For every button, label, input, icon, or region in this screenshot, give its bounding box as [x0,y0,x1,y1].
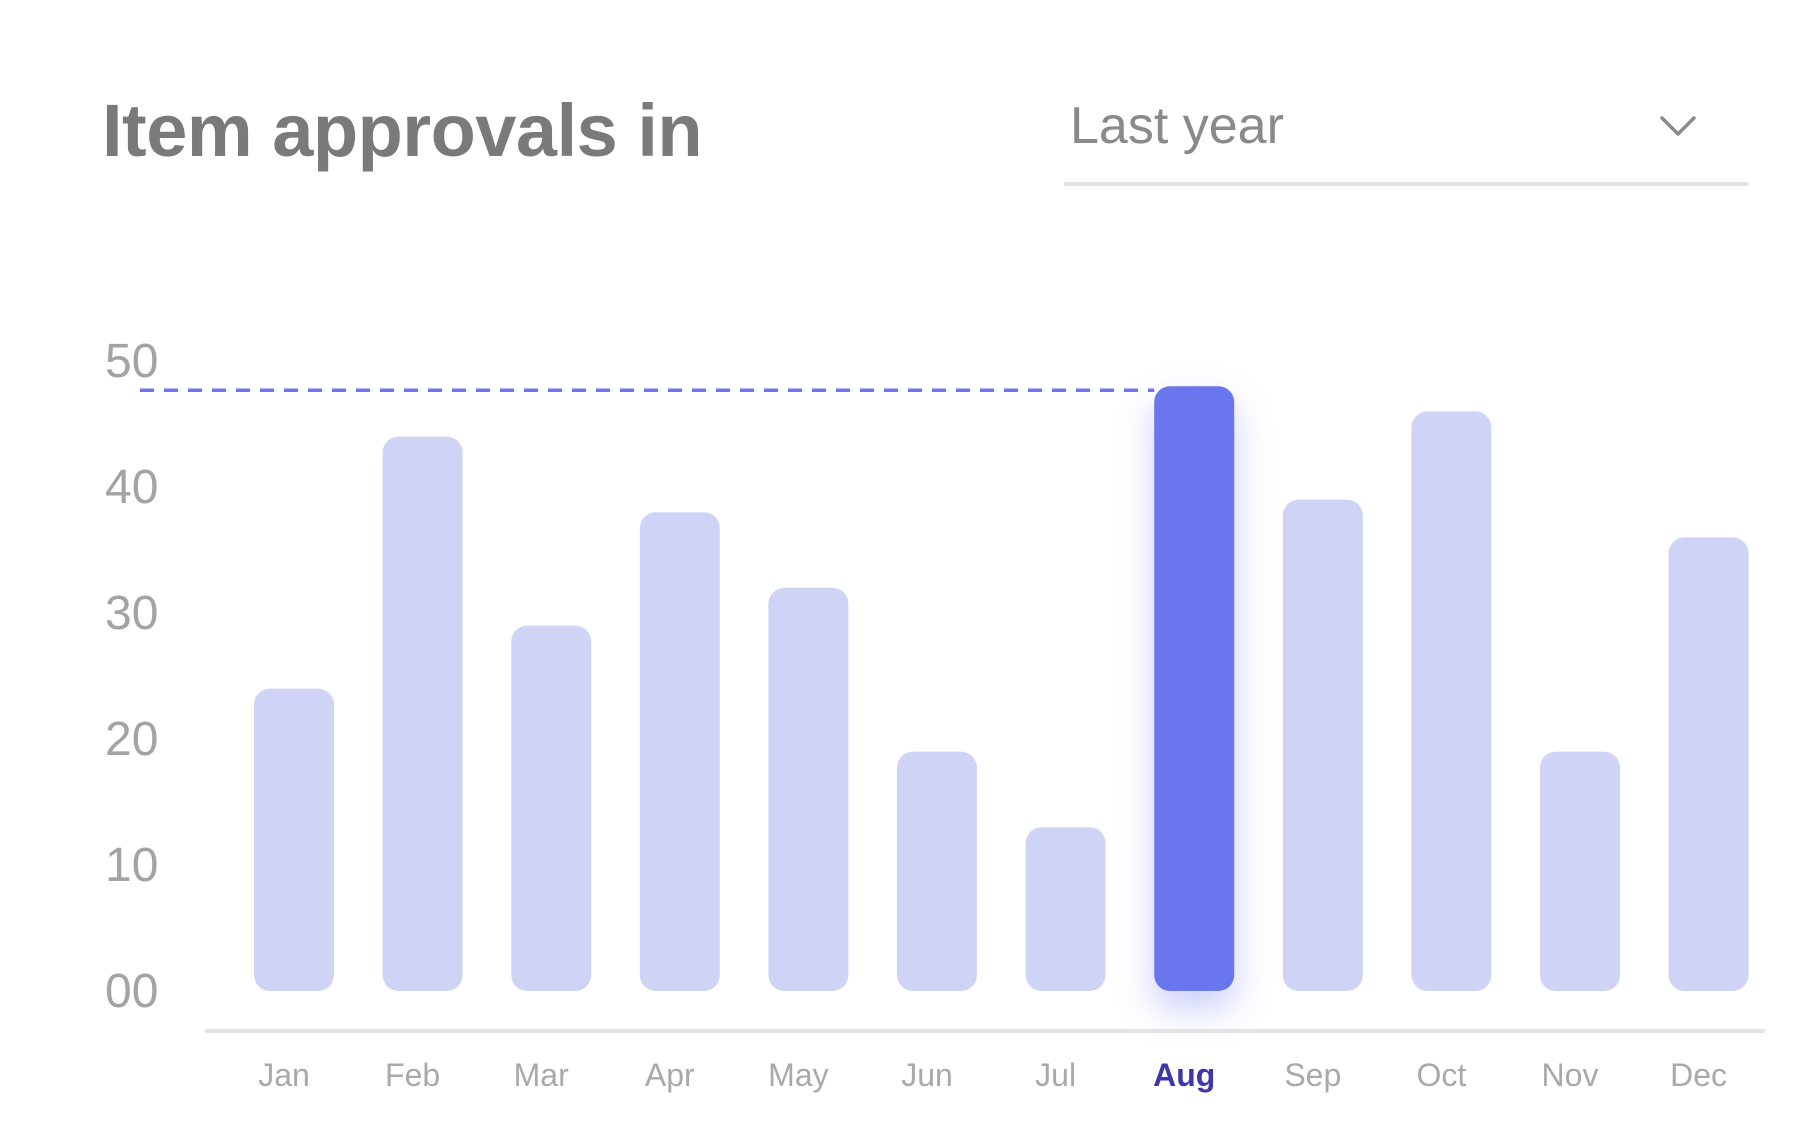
bar[interactable] [254,688,334,991]
bar[interactable] [1282,499,1363,991]
bars [140,386,1749,992]
bar[interactable] [382,436,463,992]
x-tick-label-active: Aug [1153,1057,1215,1093]
x-tick-label: Mar [514,1057,569,1093]
y-axis: 00 10 20 30 40 50 [105,335,158,1018]
x-tick-label: Apr [645,1057,695,1093]
x-tick-label: Jul [1035,1057,1076,1093]
x-tick-label: May [768,1057,828,1093]
y-tick-label: 40 [105,461,158,514]
x-tick-label: Jan [258,1057,310,1093]
bar[interactable] [768,587,849,991]
y-tick-label: 10 [105,839,158,892]
chart-title: Item approvals in [102,89,703,172]
bar[interactable] [1540,751,1620,991]
x-tick-label: Sep [1284,1057,1341,1093]
y-tick-label: 30 [105,587,158,640]
x-axis: Jan Feb Mar Apr May Jun Jul Aug Sep Oct Nov Dec [258,1057,1727,1093]
y-tick-label: 20 [105,713,158,766]
period-select-value: Last year [1070,97,1284,155]
x-tick-label: Feb [385,1057,440,1093]
period-select[interactable]: Last year [1064,82,1748,186]
y-tick-label: 00 [105,965,158,1018]
bar[interactable] [897,751,977,991]
bar-highlighted[interactable] [1154,386,1235,991]
bar[interactable] [1025,827,1106,991]
bar[interactable] [511,625,592,991]
bar[interactable] [1668,537,1749,991]
bar[interactable] [639,512,720,991]
y-tick-label: 50 [105,335,158,388]
x-tick-label: Oct [1417,1057,1467,1093]
x-tick-label: Jun [901,1057,953,1093]
bar[interactable] [1411,411,1492,991]
x-tick-label: Nov [1542,1057,1599,1093]
x-tick-label: Dec [1670,1057,1727,1093]
chevron-down-icon [1660,116,1696,136]
